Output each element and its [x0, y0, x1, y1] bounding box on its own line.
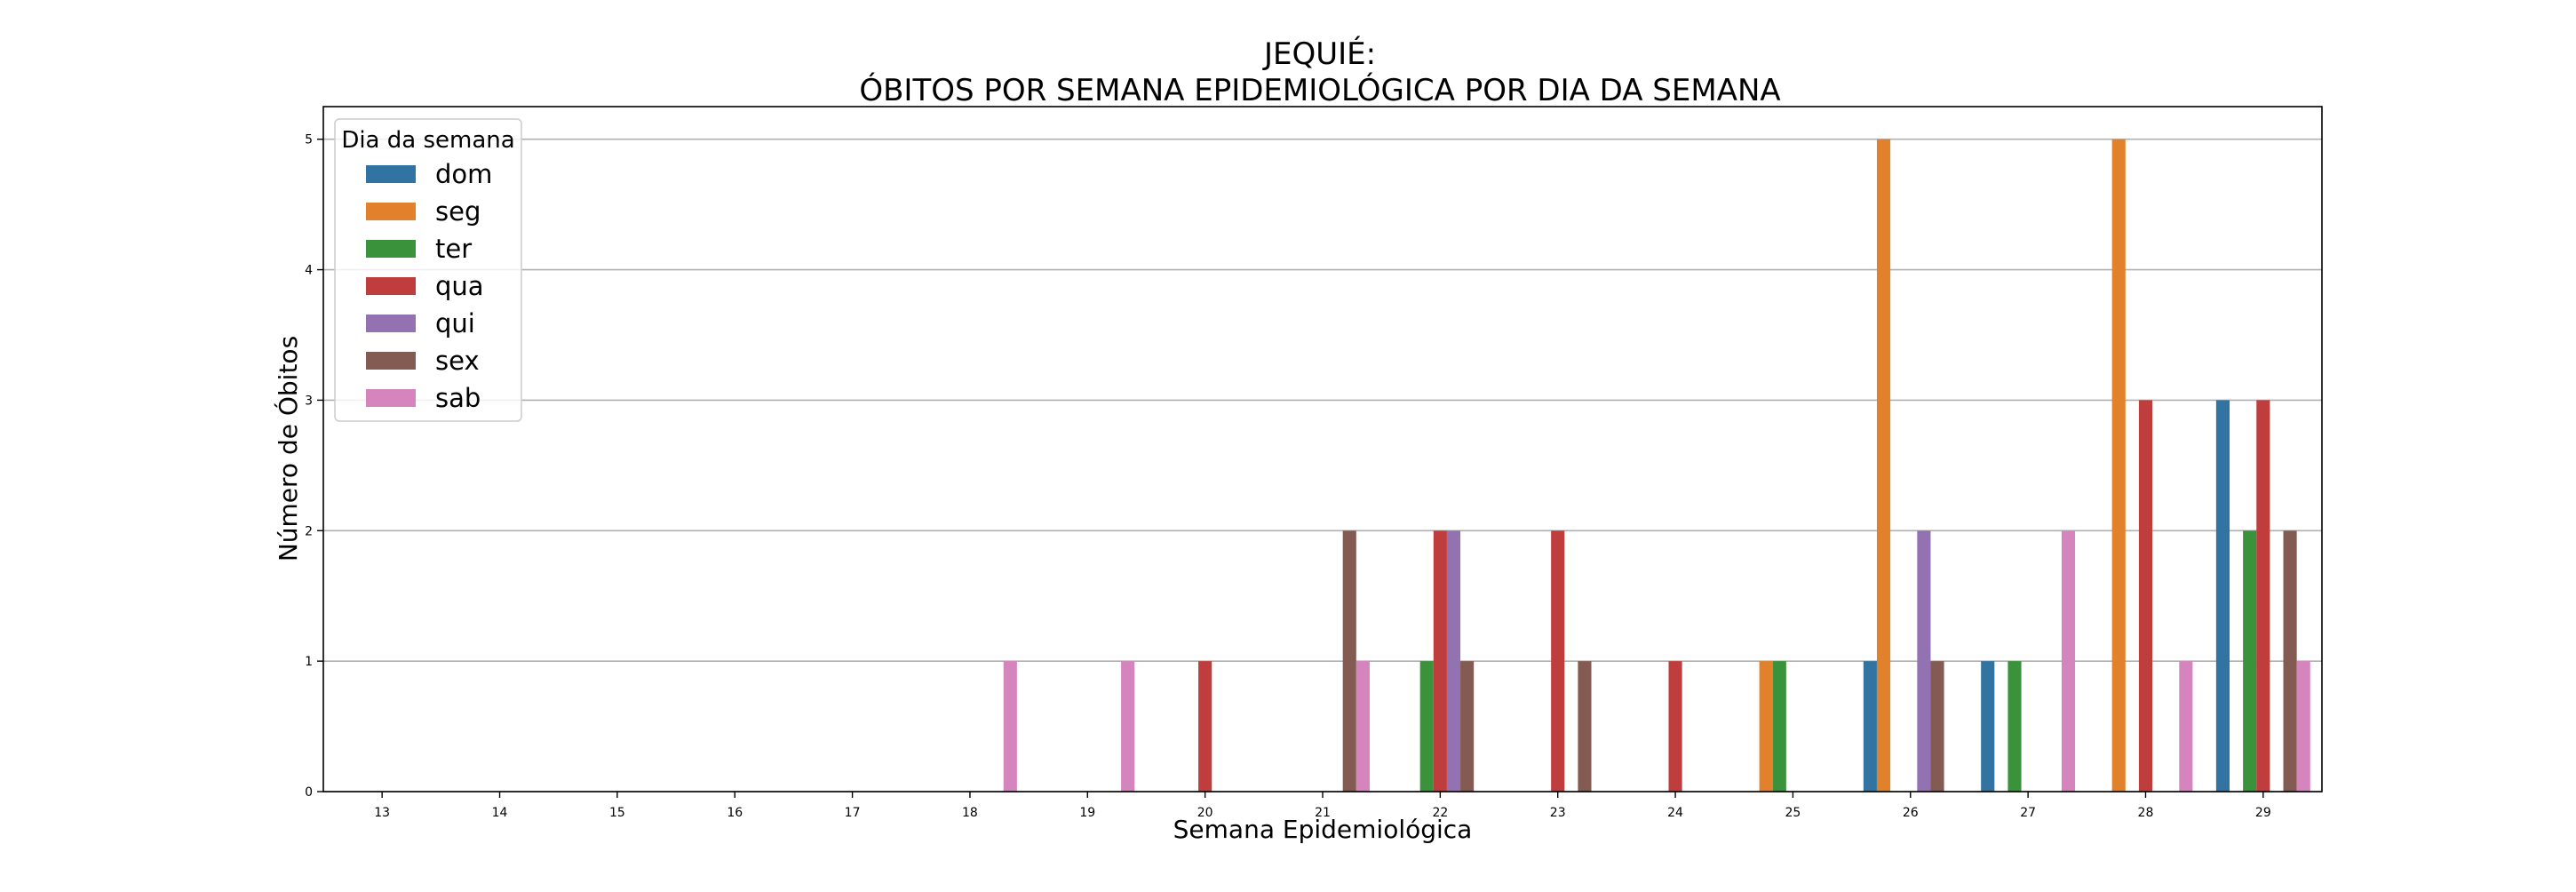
x-tick-label: 15	[609, 806, 625, 820]
x-tick-label: 25	[1785, 806, 1801, 820]
bar-sab-week-27	[2061, 530, 2076, 792]
legend: Dia da semana dom seg ter qua qui sex sab	[334, 118, 522, 422]
bar-sab-week-28	[2179, 661, 2193, 792]
legend-swatch-sab	[366, 389, 416, 407]
x-tick-label: 16	[727, 806, 743, 820]
bar-qua-week-22	[1433, 530, 1447, 792]
y-tick-label: 2	[305, 524, 313, 538]
bar-qui-week-26	[1917, 530, 1931, 792]
legend-swatch-ter	[366, 240, 416, 258]
x-axis-label: Semana Epidemiológica	[1173, 815, 1473, 844]
x-tick-label: 19	[1079, 806, 1095, 820]
x-tick-label: 26	[1903, 806, 1919, 820]
bar-qui-week-22	[1446, 530, 1461, 792]
legend-items: dom seg ter qua qui sex sab	[366, 159, 492, 413]
chart-title-line1: JEQUIÉ:	[1262, 36, 1376, 72]
bar-sab-week-19	[1121, 661, 1135, 792]
bar-sab-week-29	[2296, 661, 2310, 792]
x-tick-label: 17	[845, 806, 861, 820]
bar-sex-week-21	[1342, 530, 1356, 792]
legend-label-qua: qua	[435, 271, 484, 301]
y-tick-label: 3	[305, 394, 313, 408]
bar-sab-week-18	[1003, 661, 1017, 792]
legend-swatch-seg	[366, 203, 416, 220]
bar-sex-week-22	[1460, 661, 1475, 792]
x-tick-label: 13	[374, 806, 390, 820]
bar-ter-week-29	[2243, 530, 2257, 792]
bar-qua-week-23	[1551, 530, 1565, 792]
legend-label-seg: seg	[435, 196, 481, 227]
y-tick-label: 5	[305, 133, 313, 147]
legend-swatch-qua	[366, 277, 416, 295]
x-tick-label: 14	[492, 806, 508, 820]
chart-title-line2: ÓBITOS POR SEMANA EPIDEMIOLÓGICA POR DIA…	[859, 72, 1780, 108]
legend-label-dom: dom	[435, 159, 492, 189]
x-tick-label: 27	[2020, 806, 2036, 820]
legend-label-qui: qui	[435, 308, 475, 338]
legend-label-sab: sab	[435, 383, 481, 413]
y-axis-label: Número de Óbitos	[273, 336, 303, 561]
bar-dom-week-26	[1863, 661, 1877, 792]
bar-qua-week-28	[2138, 400, 2153, 792]
x-tick-label: 21	[1315, 806, 1331, 820]
y-tick-label: 4	[305, 264, 313, 278]
bar-seg-week-28	[2111, 139, 2126, 792]
bar-ter-week-25	[1772, 661, 1786, 792]
bar-dom-week-29	[2215, 400, 2230, 792]
bar-sab-week-21	[1356, 661, 1370, 792]
legend-swatch-dom	[366, 165, 416, 183]
legend-label-sex: sex	[435, 346, 480, 376]
legend-box	[334, 118, 522, 422]
bar-qua-week-20	[1198, 661, 1212, 792]
bar-seg-week-25	[1759, 661, 1773, 792]
x-tick-label: 22	[1432, 806, 1448, 820]
bar-qua-week-24	[1668, 661, 1682, 792]
y-tick-label: 0	[305, 785, 313, 800]
y-axis-ticks: 0 1 2 3 4 5	[305, 133, 323, 800]
bars	[1003, 139, 2310, 792]
x-tick-label: 23	[1550, 806, 1566, 820]
bar-sex-week-26	[1930, 661, 1944, 792]
x-tick-label: 18	[962, 806, 978, 820]
bar-seg-week-26	[1876, 139, 1891, 792]
legend-title: Dia da semana	[341, 127, 514, 154]
plot-area-frame	[322, 106, 2323, 792]
legend-swatch-qui	[366, 315, 416, 332]
legend-label-ter: ter	[435, 234, 472, 264]
x-tick-label: 24	[1667, 806, 1683, 820]
bar-dom-week-27	[1981, 661, 1995, 792]
x-tick-label: 29	[2255, 806, 2271, 820]
x-tick-label: 28	[2138, 806, 2154, 820]
x-axis-ticks: 13 14 15 16 17 18 19 20 21 22 23 24 25 26 27 28 29	[374, 792, 2271, 820]
bar-sex-week-29	[2283, 530, 2297, 792]
bar-qua-week-29	[2256, 400, 2270, 792]
bar-ter-week-27	[2008, 661, 2022, 792]
bar-sex-week-23	[1578, 661, 1592, 792]
legend-swatch-sex	[366, 352, 416, 370]
gridlines	[323, 138, 2322, 792]
y-tick-label: 1	[305, 655, 313, 669]
bar-ter-week-22	[1419, 661, 1434, 792]
x-tick-label: 20	[1197, 806, 1213, 820]
